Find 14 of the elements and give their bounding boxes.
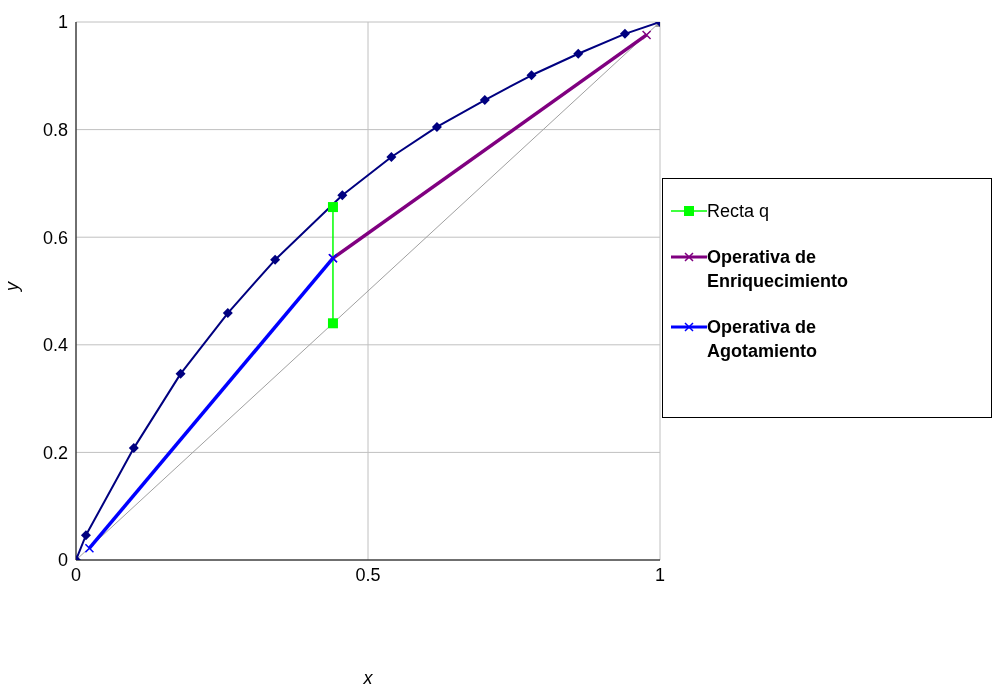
legend-label: Operativa de Enriquecimiento bbox=[707, 246, 850, 293]
y-tick-label: 0.2 bbox=[42, 442, 68, 463]
x-axis-title: x bbox=[362, 668, 374, 688]
y-tick-label: 0.4 bbox=[42, 335, 68, 356]
y-tick-label: 0.8 bbox=[42, 119, 68, 140]
x-tick-label: 0.5 bbox=[355, 564, 381, 585]
y-axis-title: y bbox=[2, 281, 23, 293]
legend-label: Recta q bbox=[707, 200, 770, 223]
y-tick-label: 1 bbox=[57, 12, 68, 33]
x-tick-label: 1 bbox=[654, 564, 666, 585]
x-tick-label: 0 bbox=[70, 564, 82, 585]
y-tick-label: 0.6 bbox=[42, 227, 68, 248]
legend-label: Operativa de Agotamiento bbox=[707, 316, 818, 363]
y-tick-label: 0 bbox=[57, 550, 68, 571]
